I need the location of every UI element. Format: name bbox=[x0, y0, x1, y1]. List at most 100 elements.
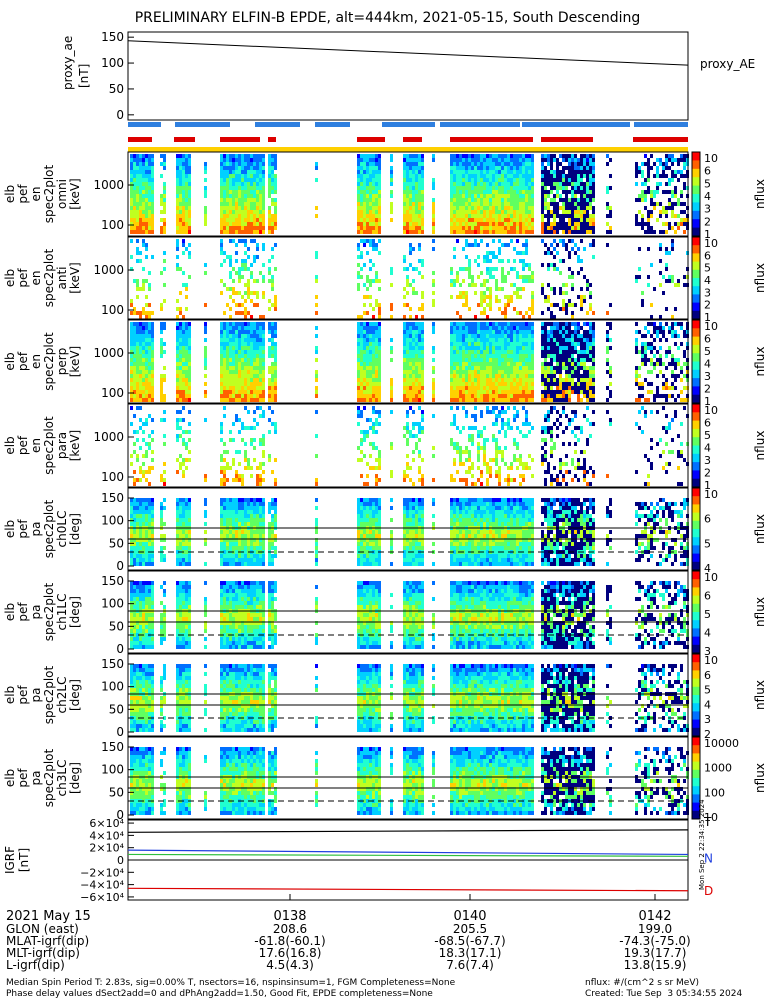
spec-cell bbox=[516, 295, 519, 299]
spec-cell bbox=[522, 166, 525, 170]
spec-cell bbox=[185, 222, 188, 226]
spec-cell bbox=[256, 202, 259, 206]
spec-cell bbox=[465, 398, 468, 402]
spec-cell bbox=[176, 322, 179, 326]
spec-cell bbox=[271, 178, 274, 182]
spec-cell bbox=[372, 390, 375, 394]
spec-cell bbox=[577, 370, 580, 374]
spec-cell bbox=[528, 194, 531, 198]
spec-cell bbox=[238, 206, 241, 210]
spec-cell bbox=[136, 230, 139, 234]
spec-cell bbox=[519, 251, 522, 255]
spec-cell bbox=[513, 307, 516, 311]
proxy-ae-ylabel-unit: [nT] bbox=[77, 64, 91, 88]
spec-cell bbox=[580, 350, 583, 354]
spec-cell bbox=[480, 382, 483, 386]
spec-cell bbox=[513, 198, 516, 202]
spec-cell bbox=[565, 374, 568, 378]
spec-cell bbox=[571, 214, 574, 218]
spec-cell bbox=[268, 174, 271, 178]
spec-cell bbox=[238, 358, 241, 362]
spec-cell bbox=[406, 291, 409, 295]
spec-cell bbox=[406, 190, 409, 194]
spec-cell bbox=[390, 398, 393, 402]
spec-cell bbox=[415, 170, 418, 174]
spec-cell bbox=[366, 162, 369, 166]
spec-cell bbox=[226, 198, 229, 202]
spec-cell bbox=[259, 198, 262, 202]
spec-cell bbox=[550, 251, 553, 255]
spec-cell bbox=[366, 342, 369, 346]
spec-cell bbox=[656, 190, 659, 194]
spec-cell bbox=[226, 362, 229, 366]
spec-cell bbox=[586, 378, 589, 382]
spec-cell bbox=[179, 218, 182, 222]
spec-cell bbox=[238, 174, 241, 178]
spec-cell bbox=[519, 338, 522, 342]
spec-cell bbox=[241, 322, 244, 326]
spec-cell bbox=[659, 346, 662, 350]
spec-cell bbox=[456, 275, 459, 279]
spec-cell bbox=[468, 358, 471, 362]
spec-cell bbox=[262, 315, 265, 319]
spec-cell bbox=[592, 190, 595, 194]
spec-cell bbox=[142, 186, 145, 190]
spec-cell bbox=[372, 394, 375, 398]
spec-cell bbox=[668, 350, 671, 354]
spec-cell bbox=[483, 279, 486, 283]
spec-cell bbox=[176, 358, 179, 362]
spec-cell bbox=[357, 166, 360, 170]
spec-cell bbox=[544, 222, 547, 226]
spec-cell bbox=[659, 202, 662, 206]
spec-cell bbox=[415, 230, 418, 234]
spec-cell bbox=[462, 194, 465, 198]
spec-cell bbox=[232, 358, 235, 362]
spec-cell bbox=[226, 338, 229, 342]
spec-cell bbox=[553, 378, 556, 382]
spec-cell bbox=[241, 263, 244, 267]
spec-cell bbox=[182, 338, 185, 342]
spec-cell bbox=[547, 350, 550, 354]
spec-cell bbox=[586, 390, 589, 394]
spec-cell bbox=[504, 378, 507, 382]
spec-cell bbox=[136, 430, 139, 434]
spec-cell bbox=[412, 202, 415, 206]
spec-cell bbox=[223, 398, 226, 402]
spec-cell bbox=[253, 198, 256, 202]
spec-cell bbox=[513, 338, 516, 342]
spec-cell bbox=[495, 279, 498, 283]
spec-cell bbox=[480, 358, 483, 362]
spec-cell bbox=[541, 263, 544, 267]
spec-cell bbox=[662, 362, 665, 366]
spec-cell bbox=[360, 374, 363, 378]
spec-cell bbox=[474, 394, 477, 398]
spec-cell bbox=[550, 338, 553, 342]
spec-cell bbox=[531, 202, 534, 206]
spec-cell bbox=[390, 174, 393, 178]
spec-cell bbox=[369, 162, 372, 166]
spec-cell bbox=[483, 378, 486, 382]
spec-cell bbox=[229, 206, 232, 210]
spec-cell bbox=[259, 162, 262, 166]
spec-cell bbox=[550, 398, 553, 402]
spec-cell bbox=[544, 326, 547, 330]
spec-cell bbox=[662, 170, 665, 174]
spec-cell bbox=[459, 226, 462, 230]
spec-cell bbox=[176, 218, 179, 222]
spec-cell bbox=[519, 170, 522, 174]
spec-cell bbox=[525, 378, 528, 382]
spec-cell bbox=[559, 259, 562, 263]
spec-cell bbox=[412, 158, 415, 162]
spec-cell bbox=[592, 394, 595, 398]
spec-cell bbox=[635, 275, 638, 279]
spec-cell bbox=[571, 362, 574, 366]
spec-cell bbox=[406, 346, 409, 350]
spec-cell bbox=[589, 354, 592, 358]
spec-cell bbox=[244, 326, 247, 330]
spec-cell bbox=[544, 186, 547, 190]
spec-cell bbox=[544, 198, 547, 202]
spec-cell bbox=[357, 198, 360, 202]
spec-cell bbox=[528, 218, 531, 222]
spec-cell bbox=[574, 358, 577, 362]
spec-cell bbox=[139, 182, 142, 186]
